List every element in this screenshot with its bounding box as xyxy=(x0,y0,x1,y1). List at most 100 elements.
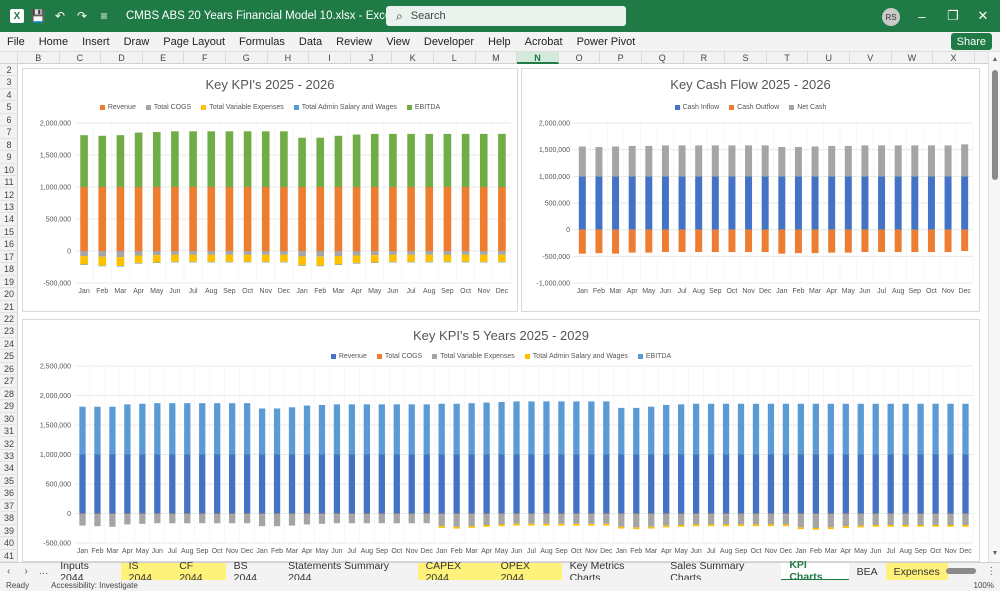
zoom-level[interactable]: 100% xyxy=(973,581,994,590)
row-header-12[interactable]: 12 xyxy=(0,189,18,201)
row-header-10[interactable]: 10 xyxy=(0,164,18,177)
redo-icon[interactable]: ↷ xyxy=(76,9,88,23)
sheet-tab-statements-summary-2044[interactable]: Statements Summary 2044 xyxy=(288,559,390,584)
worksheet-grid[interactable]: Key KPI's 2025 - 2026 Revenue Total COGS T… xyxy=(18,64,988,562)
undo-icon[interactable]: ↶ xyxy=(54,9,66,23)
row-header-36[interactable]: 36 xyxy=(0,487,18,500)
row-header-2[interactable]: 2 xyxy=(0,64,18,77)
menu-formulas[interactable]: Formulas xyxy=(239,35,285,48)
row-header-6[interactable]: 6 xyxy=(0,114,18,127)
sheet-tab-kpi-charts[interactable]: KPI Charts xyxy=(781,559,849,583)
column-header-O[interactable]: O xyxy=(559,52,601,64)
chart-key-cash-flow-2025-2026[interactable]: Key Cash Flow 2025 - 2026 Cash Inflow Cas… xyxy=(521,68,980,312)
row-header-38[interactable]: 38 xyxy=(0,512,18,525)
column-header-V[interactable]: V xyxy=(850,52,892,64)
row-header-33[interactable]: 33 xyxy=(0,450,18,463)
sheet-tab-inputs-2044[interactable]: Inputs 2044 xyxy=(60,559,89,584)
row-header-35[interactable]: 35 xyxy=(0,475,18,488)
restore-button[interactable]: ❐ xyxy=(947,8,959,23)
sheet-tab-bs-2044[interactable]: BS 2044 xyxy=(233,559,257,584)
row-header-20[interactable]: 20 xyxy=(0,288,18,301)
menu-insert[interactable]: Insert xyxy=(82,35,110,48)
row-header-30[interactable]: 30 xyxy=(0,413,18,426)
row-header-22[interactable]: 22 xyxy=(0,313,18,326)
sheet-tab-sales-summary-charts[interactable]: Sales Summary Charts xyxy=(670,559,745,584)
menu-data[interactable]: Data xyxy=(298,35,323,48)
column-header-W[interactable]: W xyxy=(892,52,934,64)
row-header-29[interactable]: 29 xyxy=(0,400,18,413)
row-header-19[interactable]: 19 xyxy=(0,276,18,289)
row-header-18[interactable]: 18 xyxy=(0,263,18,276)
row-header-31[interactable]: 31 xyxy=(0,425,18,438)
column-header-E[interactable]: E xyxy=(143,52,185,64)
sheet-tab-capex-2044[interactable]: CAPEX 2044 xyxy=(417,560,493,584)
row-header-11[interactable]: 11 xyxy=(0,176,18,189)
row-header-32[interactable]: 32 xyxy=(0,438,18,450)
customize-qat-icon[interactable]: ≡ xyxy=(100,9,108,23)
sheet-tab-is-2044[interactable]: IS 2044 xyxy=(120,560,172,584)
row-header-8[interactable]: 8 xyxy=(0,139,18,152)
scrollbar-thumb[interactable] xyxy=(992,70,998,180)
column-header-M[interactable]: M xyxy=(476,52,518,64)
search-input[interactable]: ⌕ Search xyxy=(386,6,626,26)
row-header-14[interactable]: 14 xyxy=(0,213,18,226)
column-header-T[interactable]: T xyxy=(767,52,809,64)
menu-acrobat[interactable]: Acrobat xyxy=(524,35,563,48)
row-header-24[interactable]: 24 xyxy=(0,338,18,351)
column-header-R[interactable]: R xyxy=(684,52,726,64)
accessibility-status[interactable]: Accessibility: Investigate xyxy=(51,581,138,590)
vertical-scrollbar[interactable]: ▲ ▼ xyxy=(988,52,1000,562)
close-button[interactable]: ✕ xyxy=(977,8,989,23)
chart-key-kpis-2025-2026[interactable]: Key KPI's 2025 - 2026 Revenue Total COGS T… xyxy=(22,68,518,312)
row-header-13[interactable]: 13 xyxy=(0,201,18,214)
row-header-17[interactable]: 17 xyxy=(0,251,18,264)
horizontal-scrollbar[interactable] xyxy=(932,566,992,576)
column-header-D[interactable]: D xyxy=(101,52,143,64)
row-header-23[interactable]: 23 xyxy=(0,325,18,338)
column-header-H[interactable]: H xyxy=(268,52,310,64)
chart-key-kpis-5-years[interactable]: Key KPI's 5 Years 2025 - 2029 Revenue Tot… xyxy=(22,319,980,562)
row-header-9[interactable]: 9 xyxy=(0,151,18,164)
column-header-Q[interactable]: Q xyxy=(642,52,684,64)
share-button[interactable]: Share xyxy=(950,33,992,50)
row-header-40[interactable]: 40 xyxy=(0,537,18,550)
menu-home[interactable]: Home xyxy=(38,35,69,48)
row-header-27[interactable]: 27 xyxy=(0,375,18,388)
select-all-corner[interactable] xyxy=(0,52,18,64)
menu-developer[interactable]: Developer xyxy=(423,35,475,48)
menu-review[interactable]: Review xyxy=(336,35,373,48)
prev-sheet-icon[interactable]: ‹ xyxy=(7,566,11,577)
column-header-I[interactable]: I xyxy=(309,52,351,64)
column-header-C[interactable]: C xyxy=(60,52,102,64)
row-header-34[interactable]: 34 xyxy=(0,462,18,475)
row-header-21[interactable]: 21 xyxy=(0,301,18,313)
column-header-X[interactable]: X xyxy=(933,52,975,64)
row-header-16[interactable]: 16 xyxy=(0,238,18,251)
tab-menu-icon[interactable]: ⋮ xyxy=(986,566,997,577)
hscroll-thumb[interactable] xyxy=(946,568,976,574)
row-header-4[interactable]: 4 xyxy=(0,89,18,102)
scroll-down-icon[interactable]: ▼ xyxy=(991,550,999,557)
column-header-L[interactable]: L xyxy=(434,52,476,64)
column-header-B[interactable]: B xyxy=(18,52,60,64)
row-header-15[interactable]: 15 xyxy=(0,226,18,239)
row-header-39[interactable]: 39 xyxy=(0,525,18,538)
sheet-tab-expenses[interactable]: Expenses xyxy=(885,562,948,581)
column-header-J[interactable]: J xyxy=(351,52,393,64)
column-header-U[interactable]: U xyxy=(808,52,850,64)
next-sheet-icon[interactable]: › xyxy=(24,566,28,577)
menu-help[interactable]: Help xyxy=(488,35,511,48)
column-header-K[interactable]: K xyxy=(392,52,434,64)
row-header-25[interactable]: 25 xyxy=(0,350,18,363)
row-header-26[interactable]: 26 xyxy=(0,363,18,376)
sheet-tab-bea[interactable]: BEA xyxy=(856,565,878,578)
column-header-N[interactable]: N xyxy=(517,52,559,64)
sheet-tab-opex-2044[interactable]: OPEX 2044 xyxy=(492,560,562,584)
row-header-28[interactable]: 28 xyxy=(0,388,18,401)
row-header-41[interactable]: 41 xyxy=(0,550,18,562)
row-header-7[interactable]: 7 xyxy=(0,126,18,139)
row-header-5[interactable]: 5 xyxy=(0,101,18,114)
sheet-tab-key-metrics-charts[interactable]: Key Metrics Charts xyxy=(569,559,625,584)
column-header-S[interactable]: S xyxy=(725,52,767,64)
menu-view[interactable]: View xyxy=(386,35,410,48)
